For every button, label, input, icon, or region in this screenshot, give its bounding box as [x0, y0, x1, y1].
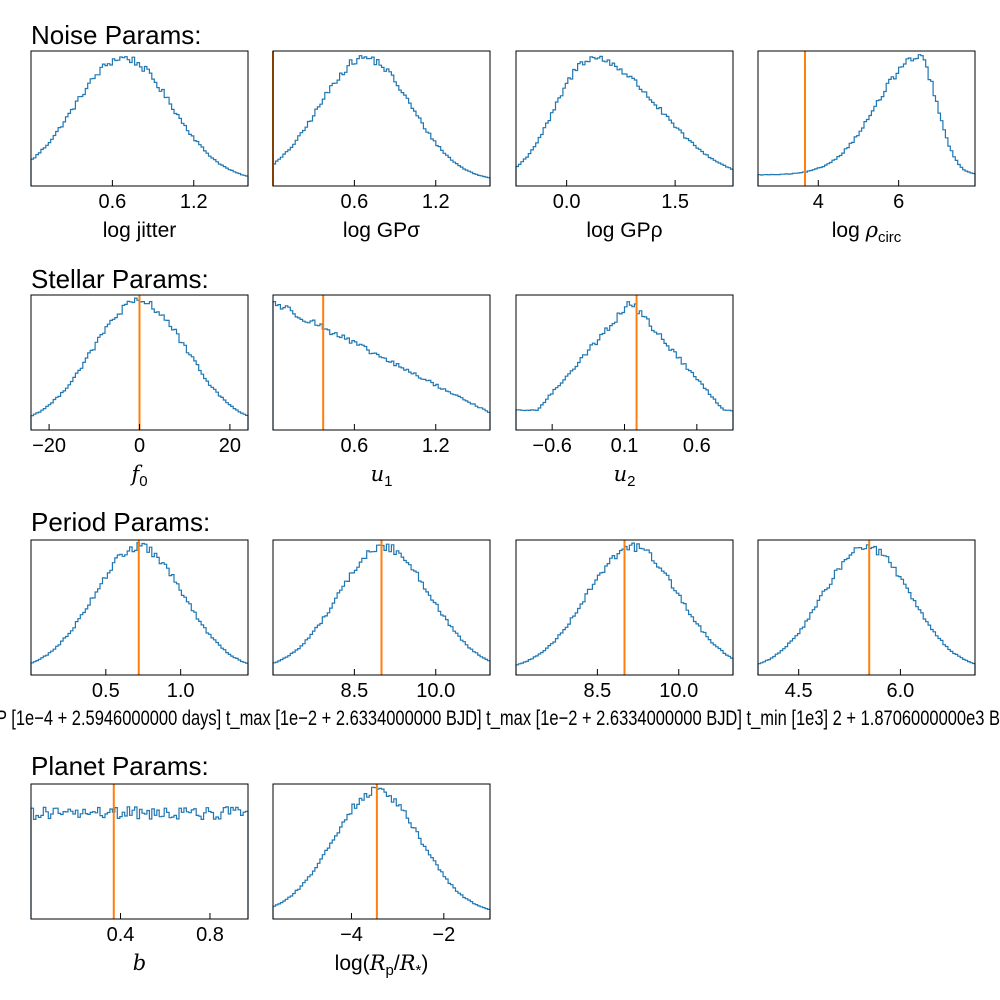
group-title-period: Period Params:	[31, 507, 210, 537]
axes-frame	[30, 539, 249, 676]
x-tick-label: 8.5	[583, 680, 611, 702]
axes-frame	[30, 50, 249, 187]
histogram-panel: 0.0 1.5 log GPρ	[515, 50, 734, 242]
x-tick-label: 4	[813, 191, 824, 213]
x-axis-label: log jitter	[103, 219, 177, 242]
histogram-panel: 0.5 1.0	[30, 539, 249, 702]
histogram-panel: 4 6 log ρcirc	[757, 50, 976, 246]
x-tick-label: 20	[219, 435, 241, 457]
histogram-panel: 8.5 10.0	[515, 539, 734, 702]
x-axis-label: log ρcirc	[832, 218, 902, 246]
group-title-planet: Planet Params:	[31, 751, 209, 781]
histogram-steps	[515, 55, 734, 186]
axes-frame	[515, 539, 734, 676]
histogram-steps	[757, 544, 976, 675]
axes-frame	[515, 294, 734, 431]
x-tick-label: 0.4	[107, 924, 135, 946]
axes-frame	[757, 50, 976, 187]
x-axis-label: log GPρ	[586, 219, 662, 242]
x-tick-label: 1.5	[661, 191, 689, 213]
x-axis-label: log(Rp/R*)	[335, 951, 429, 979]
x-tick-label: 0.5	[92, 680, 120, 702]
axes-frame	[515, 50, 734, 187]
histogram-panel: −0.6 0.1 0.6 u2	[515, 294, 734, 490]
period-axis-labels-overlap: P [1e−4 + 2.5946000000 days] t_max [1e−2…	[0, 707, 1000, 730]
axes-frame	[272, 539, 491, 676]
x-tick-label: −2	[432, 924, 455, 946]
x-tick-label: 0.6	[98, 191, 126, 213]
x-tick-label: 0.1	[611, 435, 639, 457]
x-axis-label: u2	[614, 462, 636, 490]
axes-frame	[272, 294, 491, 431]
histogram-panel: 4.5 6.0	[757, 539, 976, 702]
histogram-panel: −20 0 20 f0	[30, 294, 249, 490]
x-tick-label: 10.0	[659, 680, 698, 702]
x-tick-label: 0.6	[340, 191, 368, 213]
histogram-steps	[272, 55, 491, 186]
histogram-steps	[757, 54, 976, 186]
x-tick-label: 0.6	[683, 435, 711, 457]
x-tick-label: 6	[893, 191, 904, 213]
group-title-stellar: Stellar Params:	[31, 264, 209, 294]
x-tick-label: −0.6	[532, 435, 571, 457]
histogram-panel: 0.6 1.2 u1	[272, 294, 491, 490]
x-tick-label: 0.8	[196, 924, 224, 946]
x-tick-label: 10.0	[416, 680, 455, 702]
histogram-panel: 8.5 10.0	[272, 539, 491, 702]
x-tick-label: −20	[32, 435, 66, 457]
histogram-steps	[30, 56, 249, 186]
x-axis-label: u1	[371, 462, 393, 490]
histogram-steps	[30, 806, 249, 919]
axes-frame	[272, 50, 491, 187]
x-axis-label: f0	[129, 462, 147, 490]
axes-frame	[30, 783, 249, 920]
x-tick-label: 4.5	[785, 680, 813, 702]
x-tick-label: 0	[134, 435, 145, 457]
x-tick-label: 1.2	[422, 191, 450, 213]
x-tick-label: 1.0	[167, 680, 195, 702]
histogram-steps	[515, 301, 734, 430]
histogram-panel: 0.4 0.8 b	[30, 783, 249, 975]
x-tick-label: 1.2	[422, 435, 450, 457]
axes-frame	[272, 783, 491, 920]
x-axis-label: b	[133, 951, 146, 975]
x-tick-label: 8.5	[340, 680, 368, 702]
histogram-steps	[272, 786, 491, 919]
histogram-steps	[272, 301, 491, 430]
group-title-noise: Noise Params:	[31, 20, 202, 50]
axes-frame	[757, 539, 976, 676]
x-tick-label: 1.2	[180, 191, 208, 213]
x-tick-label: −4	[340, 924, 363, 946]
x-axis-label: log GPσ	[343, 219, 420, 242]
x-tick-label: 0.0	[553, 191, 581, 213]
x-tick-label: 6.0	[887, 680, 915, 702]
x-tick-label: 0.6	[340, 435, 368, 457]
